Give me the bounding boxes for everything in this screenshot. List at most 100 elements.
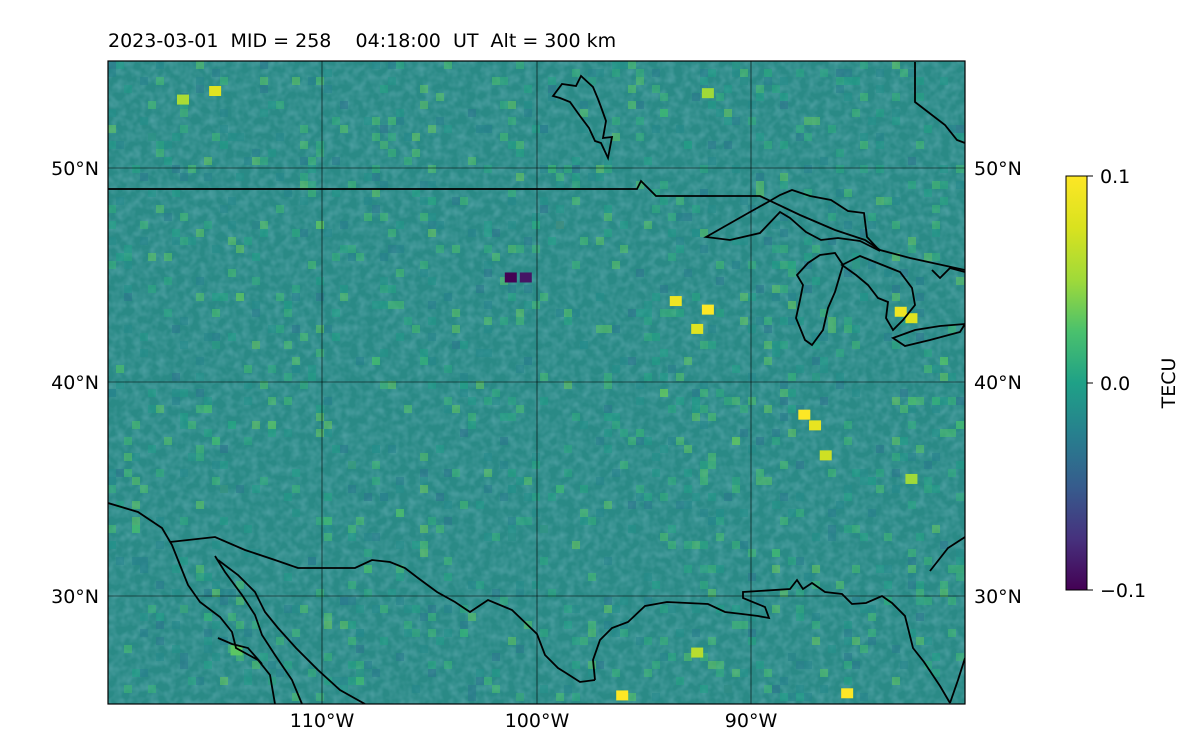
colorbar-label-zero: 0.0: [1100, 373, 1130, 395]
tec-cell: [156, 205, 164, 213]
tec-cell: [516, 309, 524, 317]
tec-cell: [916, 397, 924, 405]
tec-cell: [420, 525, 428, 533]
tec-cell: [380, 285, 388, 293]
tec-cell: [180, 605, 188, 613]
tec-cell: [260, 109, 268, 117]
tec-cell: [444, 629, 452, 637]
tec-cell: [108, 237, 116, 245]
tec-cell: [532, 221, 540, 229]
tec-cell: [492, 533, 500, 541]
tec-cell: [204, 333, 212, 341]
tec-cell: [844, 661, 852, 669]
tec-cell: [628, 437, 636, 445]
tec-cell: [924, 485, 932, 493]
tec-cell: [812, 117, 820, 125]
tec-cell: [164, 437, 172, 445]
tec-cell: [724, 117, 732, 125]
tec-cell: [844, 629, 852, 637]
tec-cell: [788, 293, 796, 301]
tec-cell: [324, 653, 332, 661]
tec-cell: [732, 437, 740, 445]
tec-cell: [164, 157, 172, 165]
tec-cell: [276, 293, 284, 301]
tec-cell: [388, 61, 396, 69]
tec-cell: [268, 421, 276, 429]
tec-cell: [516, 693, 524, 701]
tec-cell: [284, 397, 292, 405]
tec-cell: [948, 429, 956, 437]
tec-cell: [604, 597, 612, 605]
tec-cell: [492, 389, 500, 397]
tec-cell: [828, 645, 836, 653]
tec-cell: [812, 565, 820, 573]
tec-cell: [692, 397, 700, 405]
tec-cell: [580, 637, 588, 645]
tec-cell: [276, 637, 284, 645]
tec-cell: [900, 317, 908, 325]
tec-cell: [484, 677, 492, 685]
tec-cell: [436, 637, 444, 645]
tec-cell: [444, 661, 452, 669]
tec-cell: [516, 581, 524, 589]
tec-cell: [572, 261, 580, 269]
tec-cell: [604, 229, 612, 237]
tec-cell: [308, 77, 316, 85]
tec-cell: [868, 613, 876, 621]
tec-cell: [396, 485, 404, 493]
tec-cell: [828, 237, 836, 245]
tec-cell: [324, 517, 332, 525]
tec-cell: [460, 341, 468, 349]
tec-cell: [892, 197, 900, 205]
tec-cell: [180, 389, 188, 397]
tec-cell: [892, 485, 900, 493]
tec-cell: [228, 589, 236, 597]
tec-cell: [428, 669, 436, 677]
tec-cell: [380, 381, 388, 389]
tec-cell: [396, 509, 404, 517]
tec-cell: [724, 109, 732, 117]
tec-cell: [372, 205, 380, 213]
tec-cell: [428, 605, 436, 613]
tec-cell: [532, 581, 540, 589]
tec-cell: [812, 245, 820, 253]
tec-cell: [460, 621, 468, 629]
tec-cell: [132, 501, 140, 509]
tec-cell: [236, 581, 244, 589]
tec-cell: [756, 317, 764, 325]
tec-cell: [612, 421, 620, 429]
tec-cell: [676, 373, 684, 381]
tec-cell: [172, 373, 180, 381]
tec-cell: [364, 565, 372, 573]
tec-cell: [252, 621, 260, 629]
tec-cell: [388, 381, 396, 389]
tec-cell: [428, 301, 436, 309]
tec-cell: [612, 117, 620, 125]
tec-cell: [956, 277, 964, 285]
tec-cell: [164, 253, 172, 261]
tec-cell: [436, 245, 444, 253]
tec-cell: [124, 469, 132, 477]
tec-cell: [420, 197, 428, 205]
tec-cell: [588, 621, 596, 629]
tec-cell: [484, 453, 492, 461]
tec-cell: [924, 189, 932, 197]
tec-cell: [508, 637, 516, 645]
tec-cell: [172, 397, 180, 405]
tec-cell: [132, 517, 140, 525]
tec-cell: [540, 685, 548, 693]
tec-cell: [604, 405, 612, 413]
tec-cell: [732, 669, 740, 677]
tec-cell: [692, 605, 700, 613]
tec-cell: [740, 69, 748, 77]
tec-cell: [452, 405, 460, 413]
tec-cell: [604, 325, 612, 333]
tec-cell: [900, 661, 908, 669]
tec-cell: [508, 517, 516, 525]
tec-cell: [236, 485, 244, 493]
tec-cell: [908, 181, 916, 189]
tec-cell: [380, 605, 388, 613]
tec-cell: [940, 397, 948, 405]
tec-cell: [788, 509, 796, 517]
